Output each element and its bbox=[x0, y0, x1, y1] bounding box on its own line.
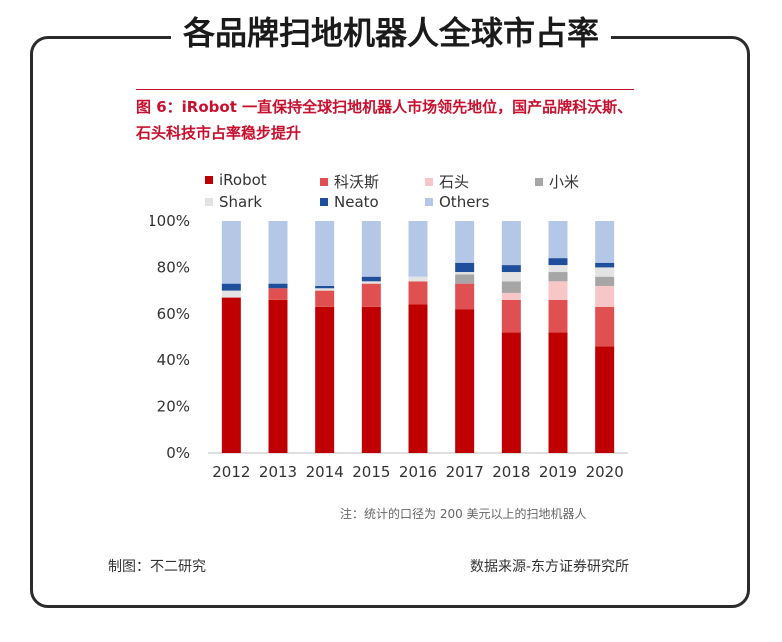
bar-segment-irobot-2015 bbox=[361, 306, 381, 453]
caption-rule bbox=[136, 89, 634, 90]
legend-item-others: Others bbox=[425, 193, 489, 211]
x-tick-label: 2015 bbox=[352, 463, 390, 481]
bar-segment-shark-2017 bbox=[455, 272, 475, 275]
bar-segment-neato-2018 bbox=[501, 265, 521, 273]
bar-segment-shark-2015 bbox=[361, 281, 381, 284]
legend-label: Shark bbox=[219, 193, 263, 211]
bar-segment-小米-2017 bbox=[455, 274, 475, 284]
bar-segment-others-2013 bbox=[268, 221, 288, 284]
footer-credit: 制图：不二研究 bbox=[108, 559, 206, 575]
x-tick-label: 2012 bbox=[212, 463, 250, 481]
bar-segment-neato-2013 bbox=[268, 283, 288, 289]
legend-swatch bbox=[320, 198, 328, 206]
bar-segment-others-2019 bbox=[548, 221, 568, 259]
y-tick-label: 80% bbox=[157, 258, 190, 276]
legend-label: 科沃斯 bbox=[334, 173, 380, 191]
legend-item-科沃斯: 科沃斯 bbox=[320, 171, 379, 192]
bar-segment-科沃斯-2017 bbox=[455, 283, 475, 310]
bar-segment-石头-2018 bbox=[501, 292, 521, 300]
bar-segment-shark-2019 bbox=[548, 265, 568, 273]
x-tick-label: 2020 bbox=[586, 463, 624, 481]
bar-segment-shark-2020 bbox=[595, 267, 615, 277]
legend-label: Others bbox=[439, 193, 490, 211]
legend-item-neato: Neato bbox=[320, 193, 379, 211]
bar-segment-neato-2019 bbox=[548, 258, 568, 266]
x-tick-label: 2017 bbox=[446, 463, 484, 481]
stacked-bar-chart: 0% 20% 40% 60% 80% 100% 2012 2013 2014 2015 2016 20… bbox=[150, 212, 628, 481]
legend-item-石头: 石头 bbox=[425, 171, 469, 192]
bar-segment-others-2016 bbox=[408, 221, 428, 277]
x-tick-label: 2018 bbox=[492, 463, 530, 481]
bar-segment-shark-2018 bbox=[501, 272, 521, 282]
bar-segment-irobot-2013 bbox=[268, 299, 288, 453]
y-tick-label: 60% bbox=[157, 305, 190, 323]
bar-segment-shark-2012 bbox=[221, 290, 241, 298]
bar-segment-石头-2020 bbox=[595, 285, 615, 307]
bar-segment-neato-2017 bbox=[455, 262, 475, 273]
bar-segment-others-2012 bbox=[221, 221, 241, 284]
bar-segment-others-2014 bbox=[315, 221, 335, 286]
legend-swatch bbox=[205, 198, 213, 206]
bar-segment-科沃斯-2020 bbox=[595, 306, 615, 347]
legend-label: iRobot bbox=[219, 171, 267, 189]
bar-segment-irobot-2017 bbox=[455, 309, 475, 453]
bar-segment-neato-2014 bbox=[315, 285, 335, 289]
x-tick-label: 2019 bbox=[539, 463, 577, 481]
bar-segment-科沃斯-2015 bbox=[361, 283, 381, 307]
legend-swatch bbox=[320, 177, 328, 186]
x-tick-label: 2013 bbox=[259, 463, 297, 481]
x-tick-label: 2014 bbox=[306, 463, 344, 481]
bar-segment-irobot-2014 bbox=[315, 306, 335, 453]
bar-segment-shark-2016 bbox=[408, 276, 428, 282]
bar-segment-科沃斯-2019 bbox=[548, 299, 568, 333]
bar-segment-irobot-2016 bbox=[408, 304, 428, 453]
bar-segment-irobot-2020 bbox=[595, 346, 615, 453]
bar-segment-neato-2015 bbox=[361, 276, 381, 282]
bar-segment-irobot-2019 bbox=[548, 332, 568, 453]
bar-segment-irobot-2018 bbox=[501, 332, 521, 453]
bar-segment-石头-2019 bbox=[548, 281, 568, 300]
chart-note: 注：统计的口径为 200 美元以上的扫地机器人 bbox=[340, 507, 587, 521]
y-tick-label: 100% bbox=[150, 212, 190, 230]
legend-item-irobot: iRobot bbox=[205, 171, 267, 189]
page-title: 各品牌扫地机器人全球市占率 bbox=[0, 8, 782, 54]
legend-item-shark: Shark bbox=[205, 193, 262, 211]
bar-segment-others-2015 bbox=[361, 221, 381, 277]
figure-caption: 图 6：iRobot 一直保持全球扫地机器人市场领先地位，国产品牌科沃斯、石头科… bbox=[136, 98, 633, 142]
bar-segment-科沃斯-2013 bbox=[268, 288, 288, 300]
legend-item-小米: 小米 bbox=[535, 171, 579, 192]
y-tick-label: 40% bbox=[157, 351, 190, 369]
bar-segment-shark-2014 bbox=[315, 288, 335, 291]
footer-source: 数据来源-东方证券研究所 bbox=[470, 559, 630, 575]
x-tick-label: 2016 bbox=[399, 463, 437, 481]
bar-segment-小米-2020 bbox=[595, 276, 615, 286]
bar-segment-others-2020 bbox=[595, 221, 615, 263]
legend-swatch bbox=[535, 177, 543, 186]
y-tick-label: 20% bbox=[157, 398, 190, 416]
legend-label: 小米 bbox=[549, 173, 580, 191]
bar-segment-neato-2020 bbox=[595, 262, 615, 268]
y-tick-label: 0% bbox=[166, 444, 190, 462]
bar-segment-科沃斯-2016 bbox=[408, 281, 428, 305]
bar-segment-neato-2012 bbox=[221, 283, 241, 291]
bar-segment-irobot-2012 bbox=[221, 297, 241, 453]
legend-label: 石头 bbox=[439, 173, 470, 191]
legend-swatch bbox=[425, 198, 433, 206]
bar-segment-others-2017 bbox=[455, 221, 475, 263]
legend-swatch bbox=[425, 177, 433, 186]
bar-segment-科沃斯-2014 bbox=[315, 290, 335, 307]
bar-segment-others-2018 bbox=[501, 221, 521, 266]
bar-segment-科沃斯-2018 bbox=[501, 299, 521, 333]
legend-label: Neato bbox=[334, 193, 379, 211]
legend-swatch bbox=[205, 176, 213, 184]
bar-segment-小米-2018 bbox=[501, 281, 521, 293]
bar-segment-小米-2019 bbox=[548, 272, 568, 282]
